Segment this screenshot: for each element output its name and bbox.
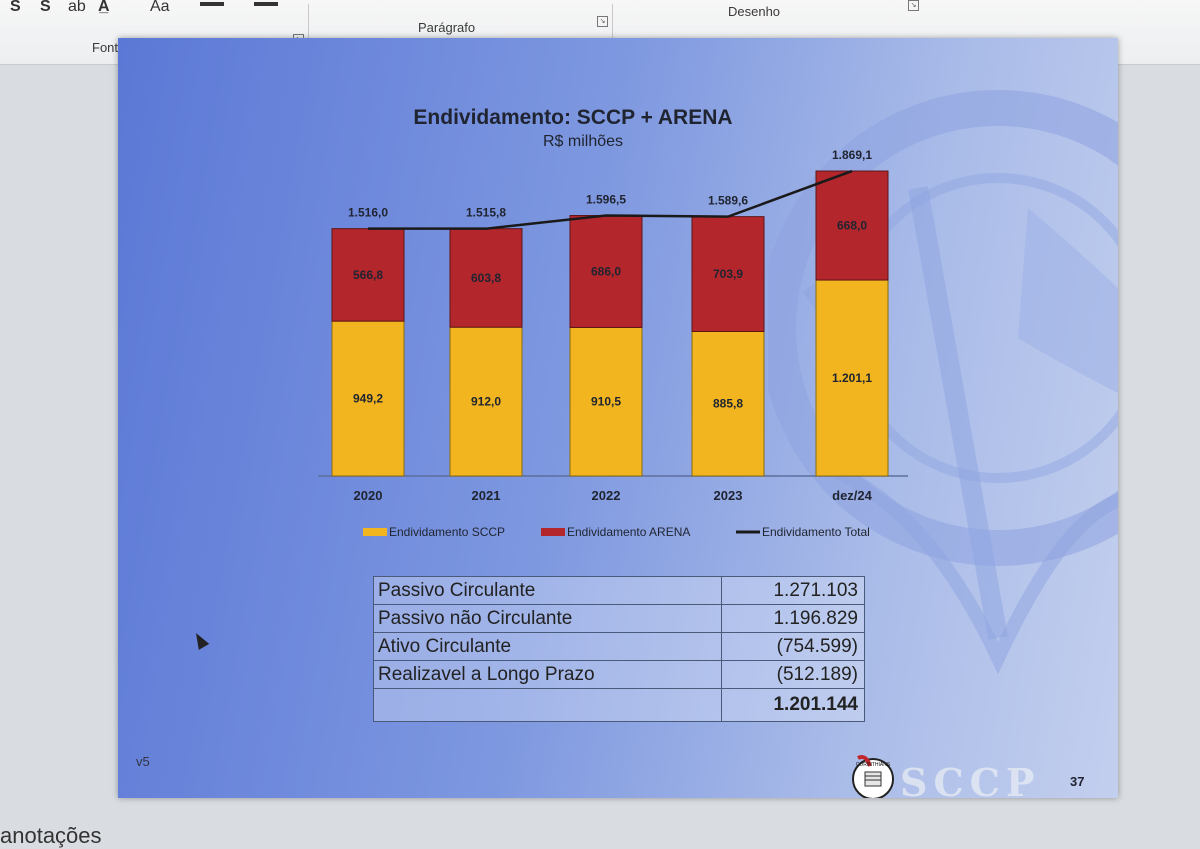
table-cell-label: Passivo Circulante [372, 576, 723, 605]
table-total-value: 1.201.144 [721, 688, 865, 722]
ribbon-separator [612, 4, 613, 56]
balance-table: Passivo Circulante 1.271.103 Passivo não… [372, 576, 865, 722]
data-label-arena: 566,8 [353, 268, 383, 282]
data-label-total: 1.589,6 [708, 194, 748, 208]
stacked-bar-chart: Endividamento: SCCP + ARENA R$ milhões 9… [318, 106, 908, 539]
strikethrough-icon[interactable]: ab [68, 0, 86, 15]
paragrafo-dialog-launcher-icon[interactable]: ↘ [597, 16, 608, 27]
table-total-row: 1.201.144 [372, 688, 865, 722]
legend-label-total: Endividamento Total [762, 525, 870, 539]
legend-label-arena: Endividamento ARENA [567, 525, 690, 539]
bar-sccp [331, 320, 405, 477]
data-label-total: 1.869,1 [832, 148, 872, 162]
bar-arena [569, 215, 643, 328]
ribbon-group-paragrafo: Parágrafo [418, 20, 476, 35]
data-label-sccp: 885,8 [713, 397, 743, 411]
table-cell-value: (512.189) [721, 660, 865, 689]
data-label-arena: 703,9 [713, 267, 743, 281]
legend-label-sccp: Endividamento SCCP [389, 525, 505, 539]
data-label-sccp: 949,2 [353, 392, 383, 406]
legend-swatch-arena [541, 528, 565, 536]
table-cell-label: Passivo não Circulante [372, 604, 723, 633]
x-tick-label: dez/24 [832, 488, 873, 503]
table-cell-value: 1.196.829 [721, 604, 865, 633]
line-spacing-icon[interactable] [200, 2, 224, 6]
badge-text: CORINTHIANS [856, 762, 891, 768]
chart-title: Endividamento: SCCP + ARENA [413, 106, 732, 129]
desenho-dialog-launcher-icon[interactable]: ↘ [908, 0, 919, 11]
data-label-arena: 686,0 [591, 264, 621, 278]
data-label-sccp: 912,0 [471, 395, 501, 409]
chart-subtitle: R$ milhões [543, 133, 623, 150]
ribbon-group-fonte: Fonte [92, 40, 126, 55]
table-row: Passivo não Circulante 1.196.829 [372, 604, 865, 633]
data-label-total: 1.596,5 [586, 193, 626, 207]
slide[interactable]: Endividamento: SCCP + ARENA R$ milhões 9… [118, 38, 1118, 798]
legend-swatch-sccp [363, 528, 387, 536]
table-cell-value: 1.271.103 [721, 576, 865, 605]
bar-sccp [815, 279, 889, 477]
x-tick-label: 2020 [354, 488, 383, 503]
data-label-sccp: 1.201,1 [832, 371, 872, 385]
change-case-icon[interactable]: Aa [150, 0, 170, 15]
bar-sccp [691, 330, 765, 477]
data-label-total: 1.516,0 [348, 206, 388, 220]
data-label-total: 1.515,8 [466, 206, 506, 220]
font-color-icon[interactable]: A̲ [98, 0, 110, 15]
align-icon[interactable] [254, 2, 278, 6]
ribbon-separator [308, 4, 309, 56]
bar-arena [691, 216, 765, 332]
table-total-label [372, 688, 723, 722]
data-label-arena: 668,0 [837, 219, 867, 233]
bar-sccp [569, 326, 643, 477]
x-tick-label: 2022 [592, 488, 621, 503]
table-cell-label: Realizavel a Longo Prazo [372, 660, 723, 689]
slide-version: v5 [136, 754, 150, 769]
data-label-arena: 603,8 [471, 271, 501, 285]
table-row: Realizavel a Longo Prazo (512.189) [372, 660, 865, 689]
table-cell-value: (754.599) [721, 632, 865, 661]
legend: Endividamento SCCP Endividamento ARENA E… [363, 525, 870, 539]
page-number: 37 [1070, 774, 1085, 789]
corinthians-badge-icon: CORINTHIANS [852, 755, 894, 798]
font-icon-shadow-s[interactable]: S [40, 0, 51, 15]
font-icon-strikeout-s[interactable]: S [10, 0, 21, 15]
data-label-sccp: 910,5 [591, 395, 621, 409]
bar-arena [449, 228, 523, 328]
notes-pane-label[interactable]: anotações [0, 823, 102, 848]
x-tick-label: 2023 [714, 488, 743, 503]
x-tick-label: 2021 [472, 488, 501, 503]
table-cell-label: Ativo Circulante [372, 632, 723, 661]
line-total [367, 169, 853, 230]
ribbon-group-desenho: Desenho [728, 4, 781, 19]
table-row: Ativo Circulante (754.599) [372, 632, 865, 661]
sccp-logo-text: SCCP [900, 760, 1041, 798]
table-row: Passivo Circulante 1.271.103 [372, 576, 865, 605]
